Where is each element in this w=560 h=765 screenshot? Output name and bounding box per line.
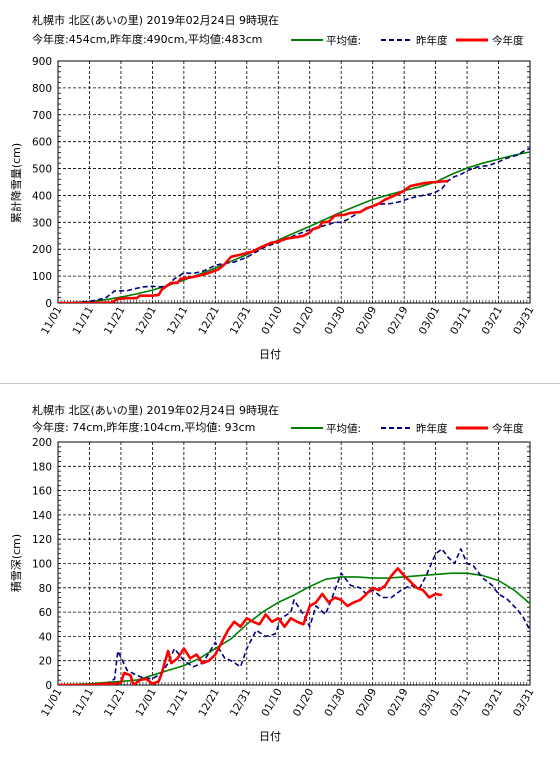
chart-header-line1: 札幌市 北区(あいの里) 2019年02月24日 9時現在 [32, 13, 279, 27]
x-axis-label: 日付 [259, 730, 281, 743]
legend-this-label: 今年度 [492, 34, 524, 47]
x-tick-label: 03/21 [480, 305, 506, 337]
chart-divider [0, 383, 560, 384]
x-tick-label: 11/01 [39, 305, 65, 337]
legend-last-label: 昨年度 [416, 34, 448, 47]
series-line-this-year [58, 179, 449, 303]
x-tick-label: 03/01 [417, 687, 443, 719]
chart-header-line1: 札幌市 北区(あいの里) 2019年02月24日 9時現在 [32, 403, 279, 417]
y-tick-label: 300 [32, 217, 52, 229]
legend-avg-label: 平均値: [326, 422, 361, 435]
x-tick-label: 03/21 [480, 687, 506, 719]
cumulative-snowfall-chart: 札幌市 北区(あいの里) 2019年02月24日 9時現在 今年度:454cm,… [9, 13, 537, 361]
y-tick-label: 160 [32, 486, 52, 498]
chart-header-line2: 今年度: 74cm,昨年度:104cm,平均値: 93cm [32, 420, 255, 434]
y-tick-label: 200 [32, 244, 52, 256]
x-tick-label: 01/30 [322, 687, 348, 719]
x-tick-label: 02/09 [354, 305, 380, 337]
x-tick-label: 11/21 [102, 687, 128, 719]
y-tick-label: 800 [32, 83, 52, 95]
x-tick-label: 02/09 [354, 687, 380, 719]
x-tick-label: 12/21 [196, 305, 222, 337]
y-axis-label: 累計降雪量(cm) [9, 143, 23, 223]
x-tick-label: 11/21 [102, 305, 128, 337]
y-tick-label: 0 [45, 298, 52, 310]
x-tick-label: 12/01 [133, 305, 159, 337]
y-tick-label: 900 [32, 56, 52, 68]
legend: 平均値: 昨年度 今年度 [291, 34, 524, 47]
y-tick-label: 40 [39, 631, 52, 643]
x-tick-label: 12/11 [165, 687, 191, 719]
y-tick-label: 80 [39, 583, 52, 595]
x-tick-label: 12/01 [133, 687, 159, 719]
series-line-last-year [58, 548, 530, 685]
x-tick-label: 12/11 [165, 305, 191, 337]
legend-avg-label: 平均値: [326, 34, 361, 47]
y-tick-label: 60 [39, 607, 52, 619]
x-tick-label: 01/20 [291, 305, 317, 337]
y-tick-label: 0 [45, 680, 52, 692]
x-tick-label: 12/31 [228, 305, 254, 337]
x-tick-label: 11/11 [71, 687, 97, 719]
x-tick-label: 01/20 [291, 687, 317, 719]
y-axis-label: 積雪深(cm) [9, 534, 23, 592]
y-tick-label: 400 [32, 190, 52, 202]
chart-header-line2: 今年度:454cm,昨年度:490cm,平均値:483cm [32, 32, 262, 46]
x-tick-label: 02/19 [385, 687, 411, 719]
legend: 平均値: 昨年度 今年度 [291, 422, 524, 435]
x-tick-label: 12/21 [196, 687, 222, 719]
plot-area: 0 20 40 60 80 100 120 140 160 180 200 11/01 11/11 11/… [32, 437, 537, 719]
legend-last-label: 昨年度 [416, 422, 448, 435]
x-tick-label: 03/31 [511, 687, 537, 719]
x-tick-label: 02/19 [385, 305, 411, 337]
x-tick-label: 03/11 [448, 687, 474, 719]
x-tick-label: 01/10 [259, 305, 285, 337]
snow-depth-chart: 札幌市 北区(あいの里) 2019年02月24日 9時現在 今年度: 74cm,… [9, 403, 537, 743]
x-tick-label: 03/11 [448, 305, 474, 337]
y-tick-label: 180 [32, 461, 52, 473]
x-tick-label: 03/01 [417, 305, 443, 337]
series-line-this-year [58, 567, 443, 685]
y-tick-label: 100 [32, 559, 52, 571]
x-tick-label: 11/11 [71, 305, 97, 337]
x-axis-label: 日付 [259, 348, 281, 361]
plot-frame [57, 60, 531, 304]
y-tick-label: 500 [32, 164, 52, 176]
plot-area: 0 100 200 300 400 500 600 700 800 900 11/01 11/11 11… [32, 56, 537, 337]
y-tick-label: 200 [32, 437, 52, 449]
y-tick-label: 100 [32, 271, 52, 283]
y-tick-label: 600 [32, 137, 52, 149]
y-tick-label: 140 [32, 510, 52, 522]
x-tick-label: 12/31 [228, 687, 254, 719]
y-tick-label: 20 [39, 656, 52, 668]
x-tick-label: 11/01 [39, 687, 65, 719]
x-tick-label: 01/10 [259, 687, 285, 719]
legend-this-label: 今年度 [492, 422, 524, 435]
y-tick-label: 120 [32, 534, 52, 546]
series-line-average [58, 151, 530, 303]
x-tick-label: 03/31 [511, 305, 537, 337]
y-tick-label: 700 [32, 110, 52, 122]
x-tick-label: 01/30 [322, 305, 348, 337]
series-line-last-year [58, 147, 530, 303]
